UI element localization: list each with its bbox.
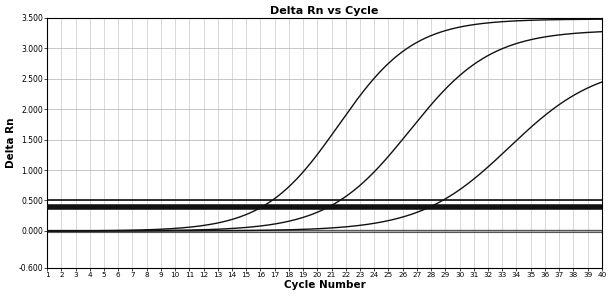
Title: Delta Rn vs Cycle: Delta Rn vs Cycle [271,6,379,16]
Y-axis label: Delta Rn: Delta Rn [6,117,15,168]
X-axis label: Cycle Number: Cycle Number [283,280,365,290]
